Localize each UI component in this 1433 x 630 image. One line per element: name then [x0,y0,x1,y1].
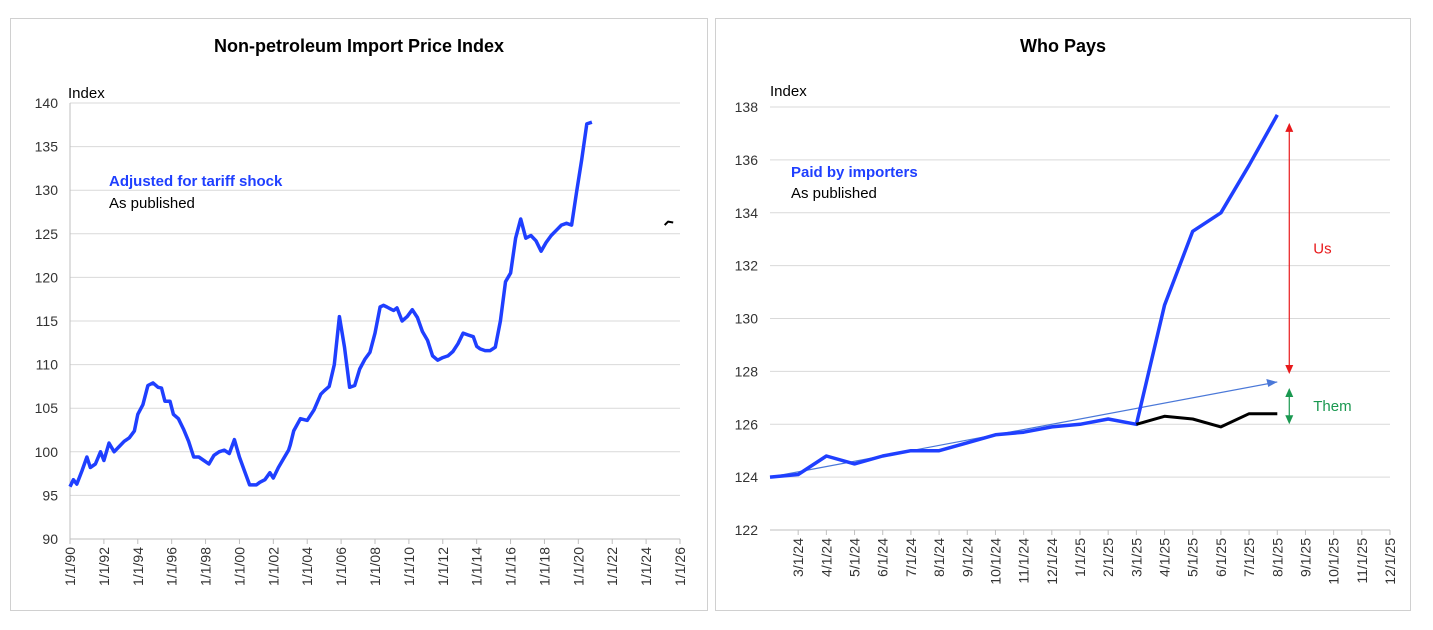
left-legend-adjusted: Adjusted for tariff shock [109,173,283,190]
left-x-tick-label: 1/1/14 [469,547,485,586]
left-y-tick-label: 110 [36,357,59,373]
right-x-tick-label: 11/1/24 [1016,538,1032,584]
right-y-tick-label: 132 [735,258,759,274]
left-x-tick-label: 1/1/98 [198,547,214,586]
right-y-tick-label: 128 [735,363,759,379]
left-y-tick-label: 90 [42,531,58,547]
right-annotations: Us Them [1285,122,1352,425]
annotation-us-arrow-down [1285,364,1294,374]
right-y-tick-label: 124 [735,469,759,485]
right-trend-line [769,381,1278,478]
left-legend-published: As published [109,195,195,212]
left-x-tick-label: 1/1/90 [62,547,78,586]
left-x-tick-label: 1/1/94 [130,547,146,586]
right-x-tick-label: 8/1/25 [1269,538,1285,577]
right-x-tick-label: 6/1/25 [1213,538,1229,577]
right-y-tick-label: 130 [735,311,759,327]
right-x-tick-label: 5/1/24 [847,538,863,577]
right-chart-title: Who Pays [1020,36,1106,56]
right-y-tick-label: 126 [735,416,759,432]
left-x-tick-label: 1/1/16 [503,547,519,586]
annotation-us-label: Us [1313,240,1331,257]
left-y-tick-label: 135 [35,139,59,155]
chart-panel-who-pays [715,18,1411,611]
left-y-tick-label: 115 [36,313,59,329]
left-x-tick-label: 1/1/20 [570,547,586,586]
left-line-published [663,220,674,226]
right-y-tick-label: 134 [735,205,759,221]
right-series-lines [769,114,1279,479]
left-line-adjusted [68,120,593,488]
right-x-tick-label: 12/1/25 [1382,538,1398,585]
right-y-tick-label: 136 [735,152,759,168]
left-x-tick-label: 1/1/12 [435,547,451,586]
left-y-tick-label: 125 [35,226,59,242]
right-x-tick-label: 4/1/24 [818,538,834,577]
right-x-tick-label: 2/1/25 [1100,538,1116,577]
left-x-tick-label: 1/1/24 [638,547,654,586]
right-x-tick-label: 11/1/25 [1354,538,1370,584]
left-x-tick-label: 1/1/92 [96,547,112,586]
left-x-tick-label: 1/1/02 [265,547,281,586]
left-x-tick-label: 1/1/08 [367,547,383,586]
right-x-tick-label: 7/1/25 [1241,538,1257,577]
right-line-published [1135,412,1278,429]
left-y-axis-label: Index [68,85,105,102]
left-x-tick-label: 1/1/26 [672,547,688,586]
left-x-tick-label: 1/1/22 [604,547,620,586]
right-x-tick-label: 10/1/24 [987,538,1003,585]
left-x-tick-label: 1/1/96 [164,547,180,586]
right-legend-published: As published [791,185,877,202]
annotation-them-arrow-up [1285,387,1294,397]
left-x-tick-label: 1/1/06 [333,547,349,586]
left-x-tick-label: 1/1/00 [231,547,247,586]
right-line-importers [769,114,1279,479]
left-series-lines [68,120,674,488]
right-x-tick-label: 10/1/25 [1326,538,1342,585]
left-y-ticks: 140 135 130 125 120 115 110 105 100 95 90 [35,95,59,547]
right-y-tick-label: 138 [735,99,759,115]
left-chart-title: Non-petroleum Import Price Index [214,36,504,56]
left-y-tick-label: 120 [35,269,59,285]
right-x-tick-label: 3/1/24 [790,538,806,577]
right-x-tick-label: 6/1/24 [875,538,891,577]
left-y-tick-label: 95 [42,487,58,503]
right-x-tick-label: 8/1/24 [931,538,947,577]
right-x-tick-label: 4/1/25 [1157,538,1173,577]
right-x-tick-label: 7/1/24 [903,538,919,577]
right-x-ticks: 3/1/24 4/1/24 5/1/24 6/1/24 7/1/24 8/1/24 9/1/… [790,530,1398,585]
right-x-tick-label: 9/1/24 [959,538,975,577]
left-y-tick-label: 130 [35,182,59,198]
left-y-tick-label: 140 [35,95,59,111]
right-trend-arrowhead [1266,378,1278,387]
right-x-tick-label: 1/1/25 [1072,538,1088,577]
left-x-tick-label: 1/1/18 [536,547,552,586]
right-y-ticks: 138 136 134 132 130 128 126 124 122 [735,99,759,538]
left-x-tick-label: 1/1/10 [401,547,417,586]
annotation-us-arrow-up [1285,122,1294,132]
right-y-tick-label: 122 [735,522,759,538]
left-x-ticks: 1/1/90 1/1/92 1/1/94 1/1/96 1/1/98 1/1/00 1/1/… [62,539,688,586]
annotation-them-arrow-down [1285,415,1294,425]
right-x-tick-label: 12/1/24 [1044,538,1060,585]
left-x-tick-label: 1/1/04 [299,547,315,586]
right-x-tick-label: 3/1/25 [1128,538,1144,577]
right-y-axis-label: Index [770,83,807,100]
annotation-them-label: Them [1313,398,1351,415]
chart-panel-import-price-index [10,18,708,611]
left-gridlines [69,102,680,540]
right-x-tick-label: 9/1/25 [1297,538,1313,577]
left-y-tick-label: 100 [35,444,59,460]
right-legend-importers: Paid by importers [791,164,918,181]
right-x-tick-label: 5/1/25 [1185,538,1201,577]
left-y-tick-label: 105 [35,400,59,416]
